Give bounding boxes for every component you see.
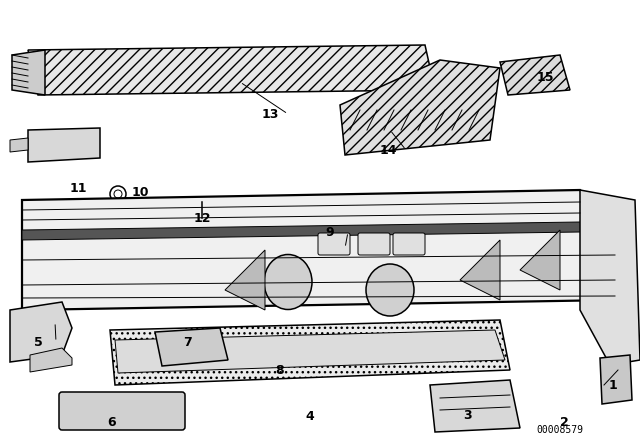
Polygon shape (225, 250, 265, 310)
Polygon shape (600, 355, 632, 404)
Text: 12: 12 (193, 211, 211, 224)
Text: 1: 1 (609, 379, 618, 392)
Text: 15: 15 (536, 70, 554, 83)
Polygon shape (340, 60, 500, 155)
Polygon shape (580, 190, 640, 365)
Text: 13: 13 (261, 108, 278, 121)
Text: 5: 5 (34, 336, 42, 349)
Polygon shape (500, 55, 570, 95)
Polygon shape (30, 348, 72, 372)
Text: 2: 2 (559, 415, 568, 428)
Polygon shape (28, 128, 100, 162)
FancyBboxPatch shape (318, 233, 350, 255)
Ellipse shape (197, 197, 207, 203)
Text: 8: 8 (276, 363, 284, 376)
FancyBboxPatch shape (358, 233, 390, 255)
Text: 9: 9 (326, 225, 334, 238)
Polygon shape (155, 328, 228, 366)
Polygon shape (22, 190, 615, 310)
Text: 3: 3 (464, 409, 472, 422)
Text: 14: 14 (380, 143, 397, 156)
Text: 11: 11 (69, 181, 87, 194)
Text: 10: 10 (131, 185, 148, 198)
Polygon shape (10, 302, 72, 362)
Polygon shape (10, 138, 28, 152)
Polygon shape (115, 330, 505, 373)
Polygon shape (22, 222, 615, 262)
Polygon shape (12, 50, 45, 95)
Polygon shape (460, 240, 500, 300)
Polygon shape (520, 230, 560, 290)
Text: 6: 6 (108, 415, 116, 428)
Text: 7: 7 (184, 336, 193, 349)
Ellipse shape (366, 264, 414, 316)
Text: 00008579: 00008579 (536, 425, 584, 435)
Polygon shape (28, 45, 435, 95)
FancyBboxPatch shape (393, 233, 425, 255)
Polygon shape (110, 320, 510, 385)
Text: 4: 4 (306, 409, 314, 422)
Polygon shape (430, 380, 520, 432)
FancyBboxPatch shape (59, 392, 185, 430)
Ellipse shape (264, 254, 312, 310)
